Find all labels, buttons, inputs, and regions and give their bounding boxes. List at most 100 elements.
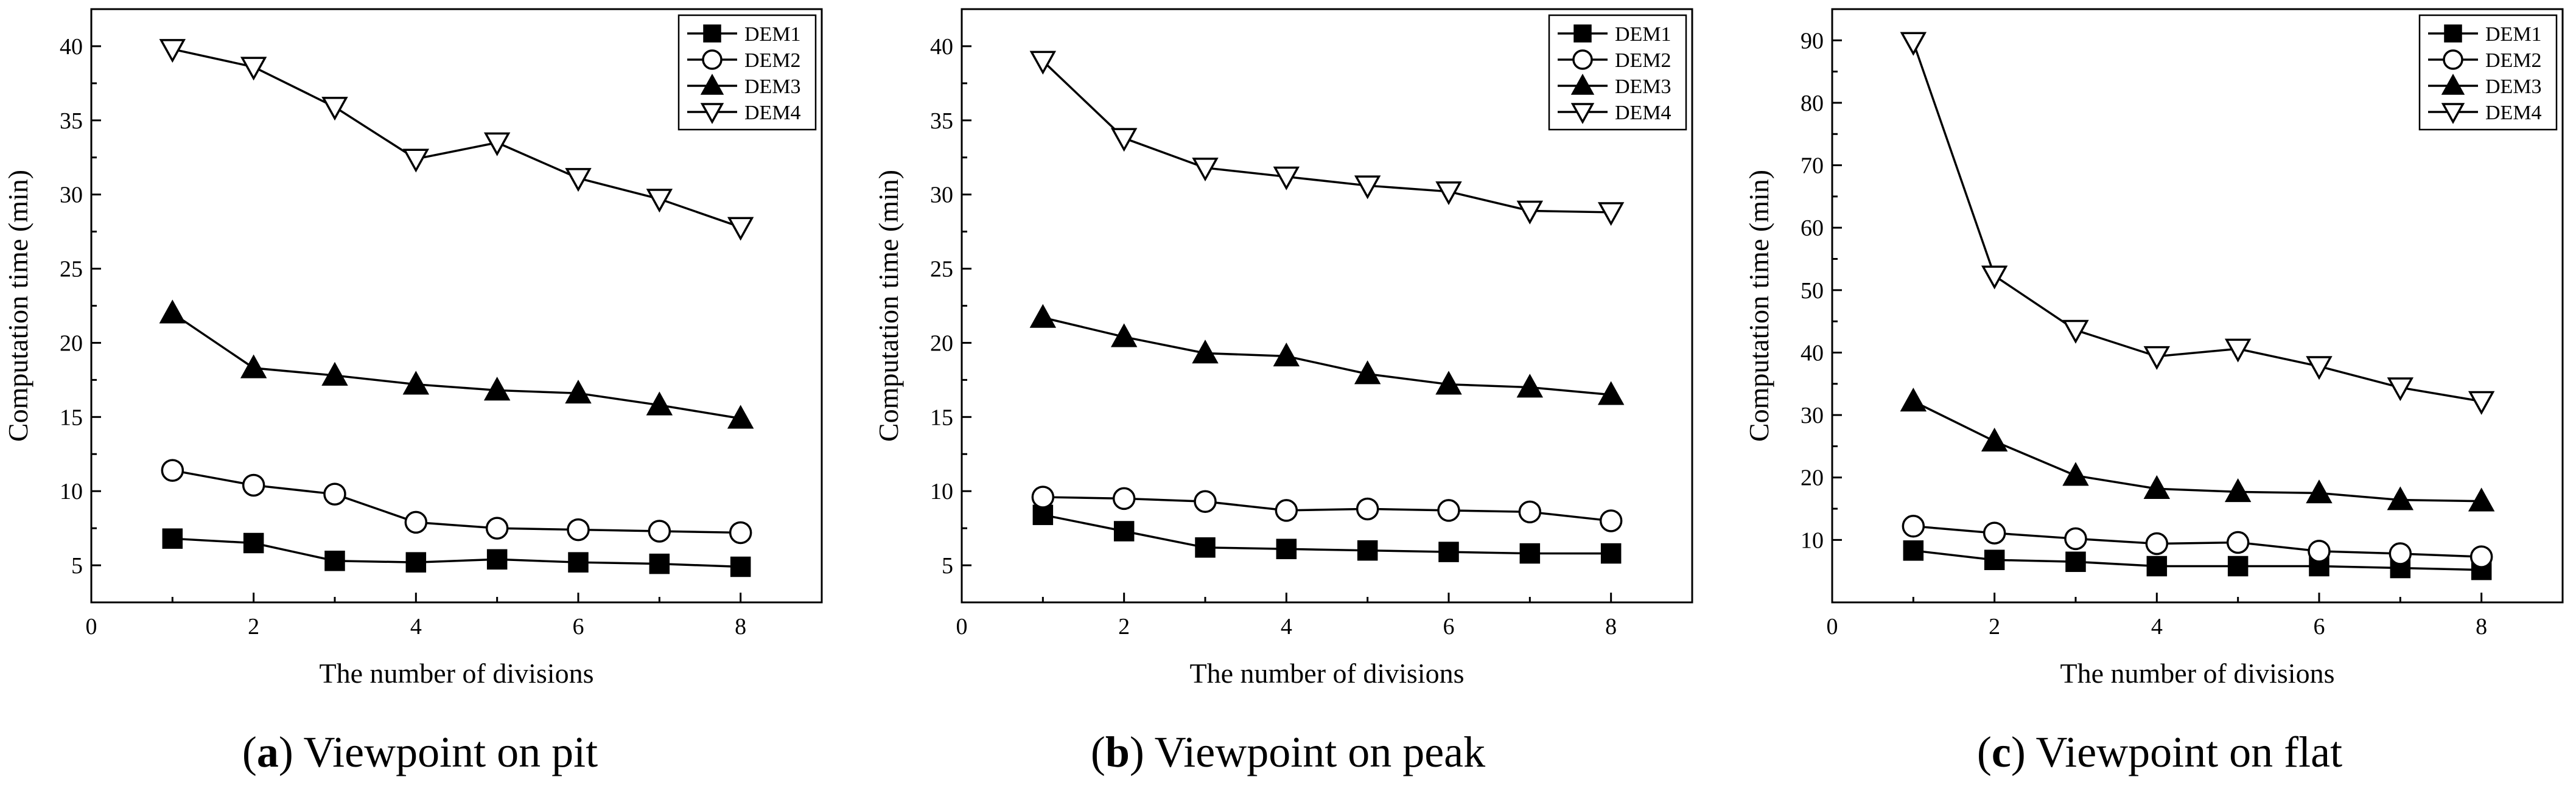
chart-a-dem3-line xyxy=(172,312,741,420)
chart-a-dem4-point xyxy=(727,217,754,241)
chart-c-x-axis-label: The number of divisions xyxy=(2060,658,2335,689)
chart-a-legend-dem1-label: DEM1 xyxy=(744,23,801,46)
chart-c-dem1-point xyxy=(2227,556,2249,577)
chart-b: 0 2 4 6 8 5 10 15 20 25 30 35 40 The number of divisi… xyxy=(873,8,1693,689)
chart-c-series-dem2 xyxy=(1902,515,2493,568)
chart-c-legend-dem3-label: DEM3 xyxy=(2485,75,2542,98)
chart-a-dem2-point xyxy=(404,510,428,534)
chart-a-dem3-point xyxy=(727,405,754,429)
chart-b-legend-dem1-label: DEM1 xyxy=(1615,23,1671,46)
chart-c-dem4-point xyxy=(2224,338,2252,363)
chart-a-dem1-point xyxy=(568,552,589,573)
chart-a-dem3-point xyxy=(565,379,592,404)
chart-c-y-tick-label: 70 xyxy=(1801,153,1824,179)
chart-b-series-dem4 xyxy=(1029,51,1625,226)
chart-a-dem2-line xyxy=(172,469,741,534)
chart-a-y-tick-label: 40 xyxy=(60,34,83,60)
chart-b-dem2-point xyxy=(1275,499,1298,522)
chart-b-legend-dem4-marker xyxy=(1570,103,1595,124)
chart-c-legend-dem1-label: DEM1 xyxy=(2485,23,2542,46)
chart-b-series-dem1 xyxy=(1032,504,1622,564)
chart-b-x-tick-label: 6 xyxy=(1443,614,1455,639)
chart-a-series-dem1 xyxy=(162,528,751,577)
chart-a-legend-dem4-label: DEM4 xyxy=(744,102,801,124)
chart-c-y-tick-label: 60 xyxy=(1801,215,1824,241)
chart-a-x-tick-label: 8 xyxy=(735,614,746,639)
chart-a-x-tick-label: 0 xyxy=(86,614,97,639)
chart-b-dem4-point xyxy=(1354,175,1381,200)
chart-b-y-tick-label: 35 xyxy=(930,108,953,134)
chart-c-x-tick-label: 0 xyxy=(1827,614,1838,639)
chart-a-y-tick-label: 30 xyxy=(60,183,83,208)
chart-a-series-dem4 xyxy=(159,39,754,241)
chart-c-dem2-point xyxy=(2064,527,2087,551)
chart-b-x-tick-label: 0 xyxy=(956,614,968,639)
chart-a-dem2-point xyxy=(567,518,590,542)
chart-c-dem2-point xyxy=(2145,532,2169,556)
chart-c-x-tick-label: 8 xyxy=(2476,614,2487,639)
chart-c-dem3-point xyxy=(1981,427,2008,451)
chart-a-legend-dem1-marker xyxy=(703,24,721,43)
chart-a-dem2-point xyxy=(485,517,509,540)
chart-b-y-axis-label: Computation time (min) xyxy=(873,170,904,442)
caption-c-open-paren: ( xyxy=(1976,728,1992,776)
chart-b-y-tick-label: 5 xyxy=(942,553,953,579)
chart-c-dem4-line xyxy=(1912,41,2482,403)
chart-a-dem1-point xyxy=(405,552,427,573)
chart-a-dem3-point xyxy=(321,361,348,386)
chart-c-dem2-point xyxy=(2226,531,2250,554)
chart-c-dem3-point xyxy=(1900,388,1927,412)
chart-a-dem1-point xyxy=(243,532,264,554)
chart-b-x-tick-label: 8 xyxy=(1605,614,1617,639)
chart-a-dem2-point xyxy=(161,459,184,482)
chart-b-dem3-point xyxy=(1110,323,1138,347)
chart-b-dem1-point xyxy=(1600,543,1622,564)
chart-b-y-tick-label: 20 xyxy=(930,330,953,356)
chart-c-dem2-point xyxy=(2389,542,2412,565)
chart-a-dem2-point xyxy=(242,473,265,497)
chart-a-y-tick-label: 10 xyxy=(60,479,83,504)
caption-b-close-paren: ) xyxy=(1129,728,1155,776)
chart-c-dem4-point xyxy=(2387,377,2414,402)
caption-b-text: Viewpoint on peak xyxy=(1154,728,1486,776)
caption-a-open-paren: ( xyxy=(242,728,257,776)
chart-c-dem3-line xyxy=(1913,400,2482,503)
chart-c-dem2-point xyxy=(1983,521,2006,545)
chart-b-y-tick-label: 40 xyxy=(930,34,953,60)
chart-c-y-tick-label: 80 xyxy=(1801,91,1824,116)
chart-a-x-tick-label: 4 xyxy=(410,614,422,639)
chart-b-dem4-point xyxy=(1516,200,1544,225)
chart-b-x-tick-label: 4 xyxy=(1281,614,1292,639)
chart-b-dem2-point xyxy=(1112,487,1136,510)
chart-c-x-tick-label: 6 xyxy=(2314,614,2325,639)
chart-b-legend-dem1-marker xyxy=(1573,24,1592,43)
chart-b-legend-dem4-label: DEM4 xyxy=(1615,102,1671,124)
chart-b-dem1-point xyxy=(1195,537,1216,558)
chart-c-dem4-point xyxy=(1981,265,2008,290)
chart-a-legend-dem4-marker xyxy=(700,103,724,124)
chart-a-dem2-point xyxy=(729,521,752,545)
chart-b-dem3-point xyxy=(1516,374,1544,398)
chart-b-dem3-point xyxy=(1192,340,1219,364)
chart-c-dem4-point xyxy=(2468,391,2495,415)
caption-c-close-paren: ) xyxy=(2011,728,2036,776)
chart-b-dem3-point xyxy=(1435,371,1462,395)
chart-b-dem4-point xyxy=(1273,166,1300,190)
chart-b-dem3-point xyxy=(1273,343,1300,367)
chart-b-y-tick-label: 15 xyxy=(930,405,953,430)
caption-a-close-paren: ) xyxy=(278,728,304,776)
chart-b-dem2-point xyxy=(1356,497,1379,521)
caption-b-open-paren: ( xyxy=(1090,728,1105,776)
chart-b-dem2-line xyxy=(1043,496,1611,522)
chart-b-dem2-point xyxy=(1194,490,1217,513)
chart-b-series-dem2 xyxy=(1031,486,1623,532)
chart-c-legend: DEM1 DEM2 DEM3 DEM4 xyxy=(2418,14,2558,131)
chart-a-y-tick-label: 35 xyxy=(60,108,83,134)
chart-c-legend-dem4-label: DEM4 xyxy=(2485,102,2542,124)
chart-a-dem4-point xyxy=(483,132,511,156)
caption-c: (c) Viewpoint on flat xyxy=(1977,727,2342,778)
chart-a-legend-dem2-marker xyxy=(702,49,723,70)
chart-c-y-tick-label: 20 xyxy=(1801,465,1824,491)
chart-b-dem3-point xyxy=(1354,360,1381,385)
chart-b-dem1-point xyxy=(1519,543,1541,564)
